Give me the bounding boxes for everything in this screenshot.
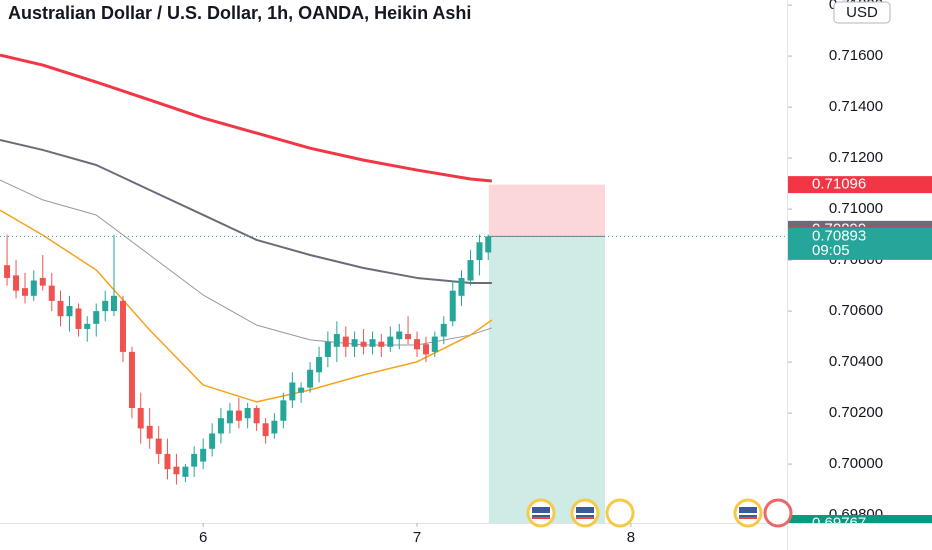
candle-body	[440, 323, 447, 337]
price-tag	[788, 227, 932, 260]
candle-body	[13, 275, 20, 291]
candle-body	[110, 295, 117, 312]
price-tag	[788, 176, 932, 194]
candle-body	[244, 407, 251, 419]
countdown: 09:05	[812, 242, 850, 259]
candle-body	[119, 300, 126, 352]
y-tick-label: 0.71200	[829, 149, 883, 166]
candle-body	[405, 334, 412, 340]
candle-body	[333, 334, 340, 347]
candle-body	[369, 339, 376, 347]
candle-body	[48, 285, 55, 301]
x-tick-label: 8	[627, 529, 635, 546]
y-tick-label: 0.70600	[829, 302, 883, 319]
x-tick-label: 7	[413, 529, 421, 546]
y-tick-label: 0.71600	[829, 47, 883, 64]
candle-body	[431, 336, 438, 352]
candle-body	[155, 438, 162, 454]
candle-body	[57, 300, 64, 317]
candle-body	[146, 425, 153, 439]
chart-title: Australian Dollar / U.S. Dollar, 1h, OAN…	[8, 3, 471, 23]
plot-area	[0, 53, 787, 523]
price-axis: 0.718000.716000.714000.712000.710000.708…	[788, 0, 883, 523]
y-tick-label: 0.71000	[829, 200, 883, 217]
candle-body	[485, 236, 492, 253]
y-tick-label: 0.70200	[829, 404, 883, 421]
candle-body	[298, 387, 305, 393]
y-tick-label: 0.70400	[829, 353, 883, 370]
candle-body	[324, 341, 331, 357]
candle-body	[39, 277, 46, 286]
candle-body	[200, 448, 207, 462]
candle-body	[102, 300, 109, 312]
candle-body	[30, 280, 37, 296]
candle-body	[137, 407, 144, 429]
candle-body	[226, 410, 233, 424]
candle-body	[423, 344, 430, 355]
currency-label: USD	[846, 4, 878, 21]
candle-body	[22, 288, 29, 296]
moving-average	[0, 53, 493, 183]
candle-body	[164, 453, 171, 470]
candle-body	[235, 410, 242, 421]
price-tag-label: 0.71096	[812, 176, 866, 193]
candle-body	[396, 331, 403, 340]
candle-body	[476, 242, 483, 261]
candle-body	[387, 336, 394, 347]
candle-body	[289, 382, 296, 401]
target-zone	[488, 236, 606, 523]
candle-body	[209, 433, 216, 449]
price-tag-label: 0.70893	[812, 227, 866, 244]
y-tick-label: 0.70000	[829, 455, 883, 472]
price-tag	[788, 515, 932, 523]
event-icons	[526, 498, 793, 528]
x-tick-label: 6	[199, 529, 207, 546]
candle-body	[84, 323, 91, 329]
candle-body	[351, 339, 358, 347]
currency-button[interactable]	[833, 1, 891, 24]
candle-body	[280, 400, 287, 421]
candle-body	[217, 418, 224, 434]
candle-body	[173, 466, 180, 475]
candle-body	[414, 339, 421, 350]
candle-body	[75, 308, 82, 329]
moving-average	[0, 139, 492, 285]
candle-body	[342, 336, 349, 347]
candle-body	[378, 341, 385, 347]
candle-body	[307, 369, 314, 388]
candle-body	[262, 423, 269, 437]
candle-body	[253, 407, 260, 424]
candle-body	[316, 356, 323, 373]
candle-body	[271, 420, 278, 434]
candle-body	[4, 265, 11, 278]
candle-body	[66, 305, 73, 317]
candle-body	[128, 351, 135, 408]
candle-body	[449, 290, 456, 322]
y-tick-label: 0.71400	[829, 98, 883, 115]
candle-body	[467, 260, 474, 281]
price-tag-label: 0.69767	[812, 514, 866, 531]
candle-body	[93, 311, 100, 324]
candle-body	[360, 341, 367, 347]
stop-zone	[488, 184, 606, 237]
candle-body	[191, 453, 198, 467]
candle-body	[182, 466, 189, 477]
candle-body	[458, 277, 465, 296]
